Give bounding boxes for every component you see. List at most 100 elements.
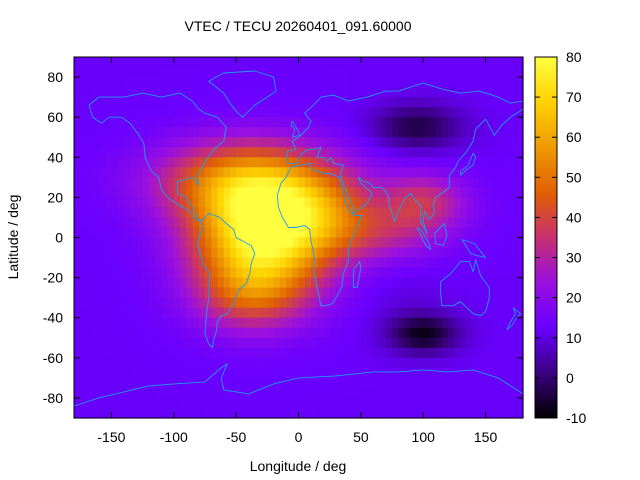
heatmap-cell <box>273 337 281 349</box>
heatmap-cell <box>117 267 125 279</box>
heatmap-cell <box>292 237 300 249</box>
heatmap-cell <box>423 187 431 198</box>
heatmap-cell <box>498 237 505 249</box>
heatmap-cell <box>510 337 518 349</box>
heatmap-cell <box>404 317 412 329</box>
heatmap-cell <box>498 367 505 379</box>
heatmap-cell <box>148 217 156 229</box>
heatmap-cell <box>348 257 356 269</box>
heatmap-cell <box>123 177 131 188</box>
heatmap-cell <box>80 377 88 389</box>
heatmap-cell <box>329 377 337 389</box>
heatmap-cell <box>148 407 156 419</box>
heatmap-cell <box>105 147 113 158</box>
heatmap-cell <box>155 87 162 98</box>
heatmap-cell <box>98 387 106 399</box>
heatmap-cell <box>423 137 431 148</box>
heatmap-cell <box>504 257 512 269</box>
heatmap-cell <box>310 357 318 369</box>
heatmap-cell <box>229 237 237 249</box>
heatmap-cell <box>435 257 443 269</box>
heatmap-cell <box>298 207 306 219</box>
heatmap-cell <box>279 317 287 329</box>
heatmap-cell <box>167 287 175 299</box>
heatmap-cell <box>86 367 94 379</box>
heatmap-cell <box>485 167 493 178</box>
heatmap-cell <box>267 137 275 148</box>
heatmap-cell <box>204 167 212 178</box>
heatmap-cell <box>423 257 431 269</box>
heatmap-cell <box>435 167 443 178</box>
heatmap-cell <box>335 137 343 148</box>
heatmap-cell <box>348 227 356 239</box>
heatmap-cell <box>111 407 119 419</box>
heatmap-cell <box>310 187 318 198</box>
heatmap-cell <box>211 207 219 219</box>
heatmap-cell <box>498 117 505 128</box>
heatmap-cell <box>248 177 256 188</box>
heatmap-cell <box>491 97 499 108</box>
heatmap-cell <box>74 177 81 188</box>
heatmap-cell <box>335 157 343 168</box>
heatmap-cell <box>123 227 131 239</box>
heatmap-cell <box>130 327 137 339</box>
heatmap-cell <box>448 207 456 219</box>
heatmap-cell <box>323 197 331 209</box>
heatmap-cell <box>279 217 287 229</box>
heatmap-cell <box>298 57 306 68</box>
heatmap-cell <box>298 347 306 359</box>
heatmap-cell <box>242 317 250 329</box>
heatmap-cell <box>310 267 318 279</box>
heatmap-cell <box>304 87 312 98</box>
heatmap-cell <box>317 267 325 279</box>
heatmap-cell <box>242 77 250 88</box>
heatmap-cell <box>342 407 349 419</box>
heatmap-cell <box>86 407 94 419</box>
heatmap-cell <box>86 327 94 339</box>
heatmap-cell <box>310 117 318 128</box>
heatmap-cell <box>504 237 512 249</box>
heatmap-cell <box>423 57 431 68</box>
heatmap-cell <box>398 247 406 259</box>
heatmap-cell <box>223 167 231 178</box>
heatmap-cell <box>516 347 524 359</box>
heatmap-cell <box>123 197 131 209</box>
heatmap-cell <box>404 157 412 168</box>
heatmap-cell <box>510 407 518 419</box>
heatmap-cell <box>261 137 268 148</box>
heatmap-cell <box>204 207 212 219</box>
heatmap-cell <box>229 377 237 389</box>
heatmap-cell <box>441 197 449 209</box>
heatmap-cell <box>323 267 331 279</box>
heatmap-cell <box>142 167 150 178</box>
heatmap-cell <box>310 127 318 138</box>
heatmap-cell <box>516 317 524 329</box>
heatmap-cell <box>142 107 150 118</box>
heatmap-cell <box>504 407 512 419</box>
heatmap-cell <box>516 237 524 249</box>
heatmap-cell <box>86 137 94 148</box>
heatmap-cell <box>80 127 88 138</box>
heatmap-cell <box>441 167 449 178</box>
heatmap-cell <box>317 247 325 259</box>
heatmap-cell <box>491 367 499 379</box>
heatmap-cell <box>367 107 374 118</box>
heatmap-cell <box>105 407 113 419</box>
heatmap-cell <box>329 347 337 359</box>
heatmap-cell <box>180 177 187 188</box>
heatmap-cell <box>261 217 268 229</box>
heatmap-cell <box>286 407 293 419</box>
heatmap-cell <box>454 277 462 289</box>
heatmap-cell <box>92 77 100 88</box>
heatmap-cell <box>186 407 194 419</box>
heatmap-cell <box>167 137 175 148</box>
heatmap-cell <box>498 157 505 168</box>
heatmap-cell <box>410 77 418 88</box>
heatmap-cell <box>379 367 387 379</box>
heatmap-cell <box>317 217 325 229</box>
heatmap-cell <box>379 147 387 158</box>
heatmap-cell <box>229 187 237 198</box>
heatmap-cell <box>441 287 449 299</box>
heatmap-cell <box>317 197 325 209</box>
colorbar-tick-label: 20 <box>566 290 582 306</box>
